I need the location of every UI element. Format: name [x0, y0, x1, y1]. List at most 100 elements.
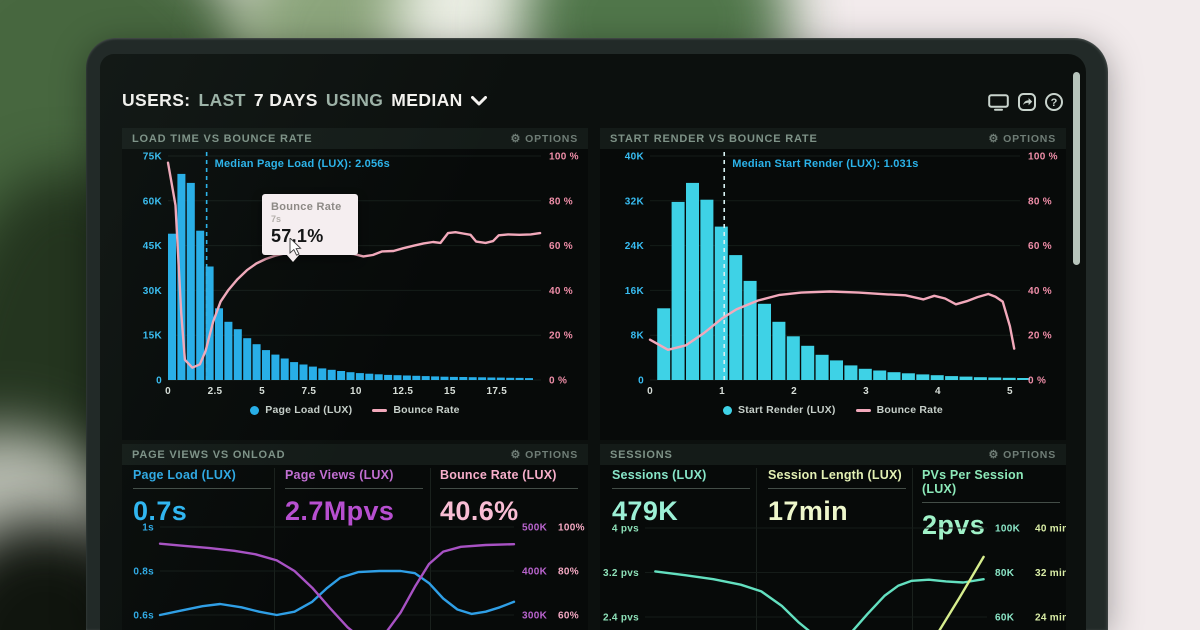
svg-text:15K: 15K: [143, 331, 163, 342]
metric-divider: [430, 468, 431, 630]
gear-icon: ⚙: [988, 449, 1000, 461]
svg-text:0.8s: 0.8s: [133, 567, 154, 578]
svg-text:8K: 8K: [631, 331, 645, 342]
chart-page-views-vs-onload[interactable]: 1s 0.8s 0.6s 500K 100% 400K 80% 300K 60%: [122, 518, 588, 630]
svg-text:60 %: 60 %: [1028, 241, 1052, 252]
svg-text:40 min: 40 min: [1035, 524, 1066, 535]
metric-value: 2pvs: [922, 510, 986, 540]
svg-text:60K: 60K: [143, 196, 163, 207]
metric-rule: [440, 488, 578, 489]
svg-text:2: 2: [791, 386, 797, 397]
panel-title: LOAD TIME VS BOUNCE RATE: [132, 132, 313, 145]
header-icons: ?: [988, 93, 1063, 111]
monitor-icon[interactable]: [988, 93, 1009, 111]
panel-sessions: SESSIONS ⚙ OPTIONS Sessions (LUX) 479K S…: [600, 444, 1066, 630]
svg-text:32 min: 32 min: [1035, 568, 1066, 579]
metric-value: 0.7s: [133, 496, 188, 526]
chart-start-render-vs-bounce-rate[interactable]: Median Start Render (LUX): 1.031s 40K 32K 2…: [600, 149, 1066, 417]
svg-text:4 pvs: 4 pvs: [612, 524, 639, 535]
svg-text:4: 4: [935, 386, 941, 397]
svg-text:5: 5: [259, 386, 265, 397]
chart-tooltip: Bounce Rate 7s 57.1%: [262, 194, 358, 262]
metric-divider: [274, 468, 275, 630]
metric-bounce-rate: Bounce Rate (LUX) 40.6%: [440, 468, 578, 527]
metric-label: Bounce Rate (LUX): [440, 468, 557, 482]
svg-text:10: 10: [350, 386, 362, 397]
metric-page-load: Page Load (LUX) 0.7s: [133, 468, 271, 527]
svg-text:40 %: 40 %: [549, 286, 573, 297]
options-label: OPTIONS: [525, 132, 578, 145]
gear-icon: ⚙: [510, 133, 522, 145]
svg-text:0 %: 0 %: [1028, 376, 1046, 387]
panel-header: SESSIONS ⚙ OPTIONS: [600, 444, 1066, 465]
share-icon[interactable]: [1018, 93, 1036, 111]
svg-text:100 %: 100 %: [1028, 152, 1058, 163]
chart-load-time-vs-bounce-rate[interactable]: Median Page Load (LUX): 2.056s 75K 60K 45K 3…: [122, 149, 588, 417]
options-label: OPTIONS: [525, 448, 578, 461]
panel-header: PAGE VIEWS VS ONLOAD ⚙ OPTIONS: [122, 444, 588, 465]
svg-text:0 %: 0 %: [549, 376, 567, 387]
metric-page-views: Page Views (LUX) 2.7Mpvs: [285, 468, 423, 527]
title-median: MEDIAN: [391, 90, 463, 110]
options-label: OPTIONS: [1003, 448, 1056, 461]
legend-label: Bounce Rate: [393, 404, 460, 416]
svg-text:0: 0: [638, 376, 644, 387]
legend-line-icon: [372, 408, 388, 412]
options-button[interactable]: ⚙ OPTIONS: [510, 132, 578, 146]
options-label: OPTIONS: [1003, 132, 1056, 145]
options-button[interactable]: ⚙ OPTIONS: [510, 448, 578, 462]
legend-label: Bounce Rate: [876, 404, 943, 416]
timeframe-dropdown[interactable]: USERS: LAST 7 DAYS USING MEDIAN: [122, 90, 487, 111]
metric-divider: [756, 468, 757, 630]
metric-label: Session Length (LUX): [768, 468, 902, 482]
svg-text:30K: 30K: [143, 286, 163, 297]
svg-text:24K: 24K: [625, 241, 645, 252]
svg-text:80 %: 80 %: [549, 196, 573, 207]
gear-icon: ⚙: [988, 133, 1000, 145]
metric-value: 479K: [612, 496, 679, 526]
title-7days: 7 DAYS: [253, 90, 318, 110]
svg-text:40 %: 40 %: [1028, 286, 1052, 297]
title-last: LAST: [198, 90, 246, 110]
svg-text:20 %: 20 %: [549, 331, 573, 342]
svg-text:24 min: 24 min: [1035, 613, 1066, 624]
options-button[interactable]: ⚙ OPTIONS: [988, 448, 1056, 462]
svg-text:7.5: 7.5: [301, 386, 316, 397]
mouse-cursor-icon: [289, 238, 302, 256]
panel-load-time-vs-bounce-rate: LOAD TIME VS BOUNCE RATE ⚙ OPTIONS Media…: [122, 128, 588, 440]
metric-label: Page Views (LUX): [285, 468, 394, 482]
svg-text:80K: 80K: [995, 568, 1015, 579]
svg-text:3.2 pvs: 3.2 pvs: [603, 568, 639, 579]
svg-text:400K: 400K: [522, 567, 548, 578]
svg-text:0.6s: 0.6s: [133, 611, 154, 622]
svg-text:0: 0: [647, 386, 653, 397]
svg-text:15: 15: [444, 386, 456, 397]
chart-sessions[interactable]: 4 pvs 3.2 pvs 2.4 pvs 100K 40 min 80K 32 min 60…: [600, 518, 1066, 630]
tooltip-value: 57.1%: [271, 226, 324, 246]
tooltip-x-value: 7s: [271, 214, 282, 224]
options-button[interactable]: ⚙ OPTIONS: [988, 132, 1056, 146]
panel-page-views-vs-onload: PAGE VIEWS VS ONLOAD ⚙ OPTIONS Page Load…: [122, 444, 588, 630]
legend-label: Start Render (LUX): [738, 404, 836, 416]
svg-text:1: 1: [719, 386, 725, 397]
svg-text:60%: 60%: [558, 611, 579, 622]
metric-sessions: Sessions (LUX) 479K: [612, 468, 750, 527]
panel-title: START RENDER VS BOUNCE RATE: [610, 132, 818, 145]
svg-text:12.5: 12.5: [393, 386, 414, 397]
title-users: USERS:: [122, 90, 191, 110]
help-icon[interactable]: ?: [1045, 93, 1063, 111]
gear-icon: ⚙: [510, 449, 522, 461]
metric-pvs-per-session: PVs Per Session (LUX) 2pvs: [922, 468, 1060, 541]
panel-header: START RENDER VS BOUNCE RATE ⚙ OPTIONS: [600, 128, 1066, 149]
svg-text:?: ?: [1051, 97, 1058, 109]
svg-text:2.5: 2.5: [208, 386, 223, 397]
svg-text:2.4 pvs: 2.4 pvs: [603, 613, 639, 624]
legend-label: Page Load (LUX): [265, 404, 353, 416]
svg-text:60K: 60K: [995, 613, 1015, 624]
chevron-down-icon: [470, 95, 487, 105]
metric-rule: [133, 488, 271, 489]
scrollbar-thumb[interactable]: [1073, 72, 1080, 265]
svg-text:75K: 75K: [143, 152, 163, 163]
svg-text:45K: 45K: [143, 241, 163, 252]
metric-label: Page Load (LUX): [133, 468, 237, 482]
